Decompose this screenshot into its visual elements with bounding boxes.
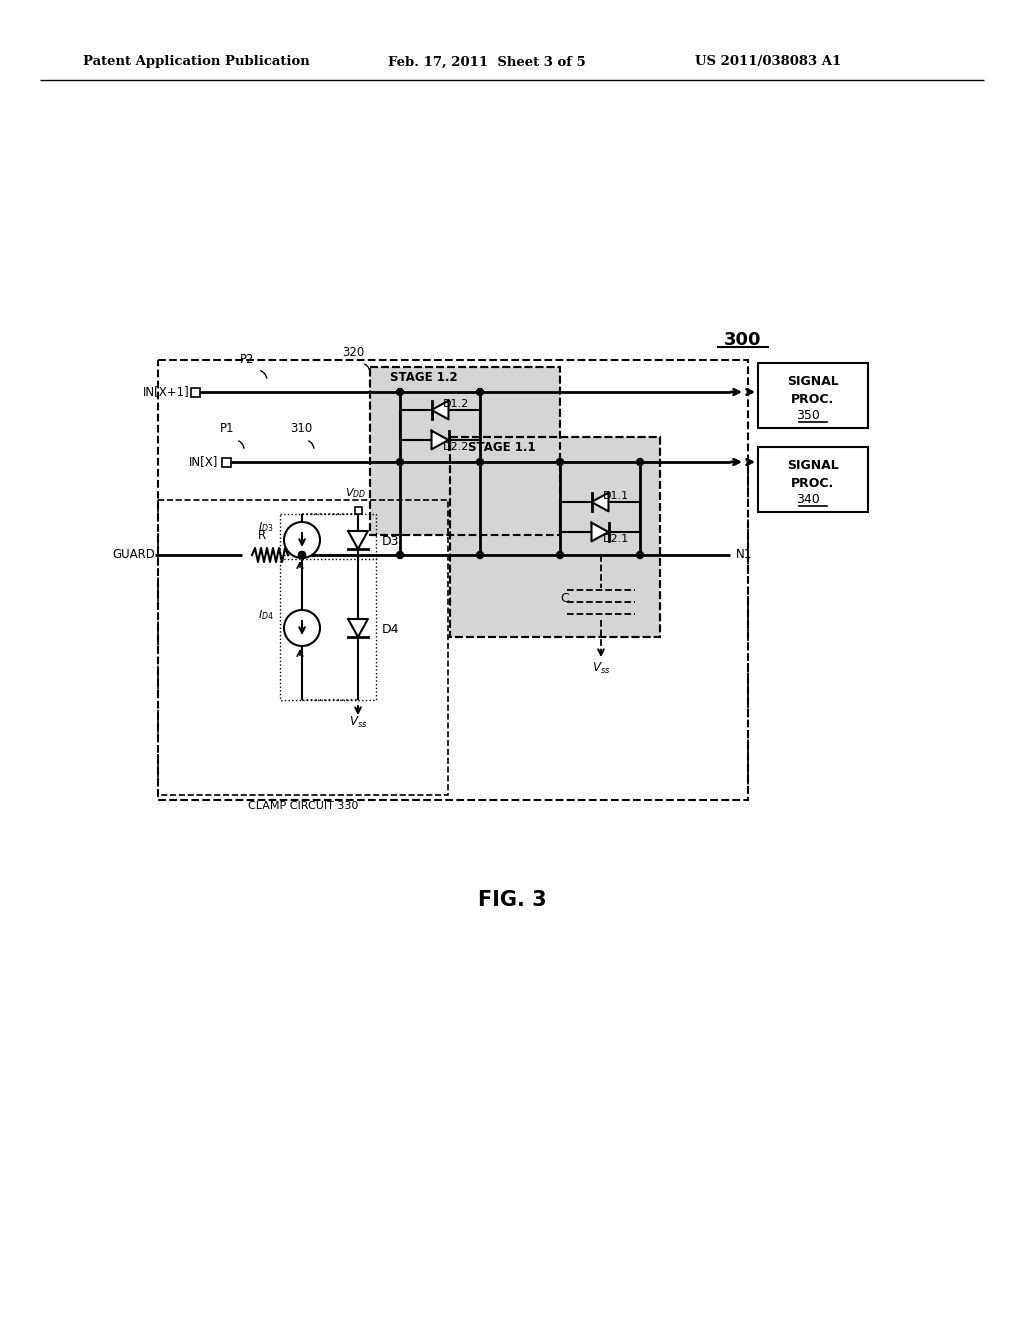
Polygon shape: [431, 430, 449, 449]
Text: 340: 340: [796, 492, 820, 506]
Bar: [280, 554, 376, 700]
Text: SIGNAL: SIGNAL: [787, 375, 839, 388]
Text: 320: 320: [342, 346, 365, 359]
Bar: [370, 367, 560, 535]
Circle shape: [284, 610, 319, 645]
Text: PROC.: PROC.: [792, 477, 835, 490]
Text: FIG. 3: FIG. 3: [477, 890, 547, 909]
Text: $V_{ss}$: $V_{ss}$: [592, 661, 610, 676]
Bar: [450, 437, 660, 638]
Text: $V_{DD}$: $V_{DD}$: [345, 486, 367, 500]
Polygon shape: [348, 531, 368, 549]
Text: P1: P1: [220, 422, 234, 436]
Text: STAGE 1.2: STAGE 1.2: [390, 371, 458, 384]
Text: N1: N1: [736, 549, 753, 561]
Text: IN[X]: IN[X]: [188, 455, 218, 469]
Polygon shape: [592, 492, 608, 511]
Text: PROC.: PROC.: [792, 393, 835, 407]
Text: GUARD: GUARD: [112, 549, 155, 561]
Polygon shape: [348, 619, 368, 638]
Text: D1.1: D1.1: [603, 491, 629, 502]
Bar: [190, 388, 200, 396]
Text: D2.1: D2.1: [603, 535, 630, 544]
Circle shape: [396, 552, 403, 558]
Text: D1.2: D1.2: [443, 399, 469, 409]
Bar: [758, 447, 868, 512]
Bar: [158, 500, 449, 795]
Bar: [221, 458, 230, 466]
Bar: [370, 367, 560, 535]
Text: CLAMP CIRCUIT 330: CLAMP CIRCUIT 330: [248, 801, 358, 810]
Circle shape: [556, 458, 563, 466]
Text: 310: 310: [290, 422, 312, 436]
Text: US 2011/038083 A1: US 2011/038083 A1: [695, 55, 842, 69]
Circle shape: [476, 552, 483, 558]
Circle shape: [284, 521, 319, 558]
Polygon shape: [431, 401, 449, 420]
Polygon shape: [592, 523, 608, 541]
Circle shape: [476, 458, 483, 466]
Circle shape: [396, 458, 403, 466]
Circle shape: [299, 552, 305, 558]
Bar: [280, 513, 376, 558]
Circle shape: [556, 552, 563, 558]
Text: R: R: [258, 529, 266, 543]
Circle shape: [476, 388, 483, 396]
Text: $I_{D4}$: $I_{D4}$: [258, 609, 274, 622]
Text: STAGE 1.1: STAGE 1.1: [468, 441, 536, 454]
Circle shape: [637, 552, 643, 558]
Text: $I_{D3}$: $I_{D3}$: [258, 520, 274, 533]
Text: D3: D3: [382, 535, 399, 548]
Text: D4: D4: [382, 623, 399, 636]
Text: 300: 300: [724, 331, 762, 348]
Text: Feb. 17, 2011  Sheet 3 of 5: Feb. 17, 2011 Sheet 3 of 5: [388, 55, 586, 69]
Circle shape: [299, 552, 305, 558]
Bar: [758, 363, 868, 428]
Text: D2.2: D2.2: [443, 442, 469, 451]
Text: P2: P2: [240, 352, 255, 366]
Text: SIGNAL: SIGNAL: [787, 459, 839, 473]
Bar: [158, 360, 748, 800]
Text: $V_{ss}$: $V_{ss}$: [349, 715, 368, 730]
Circle shape: [637, 458, 643, 466]
Text: C: C: [560, 591, 568, 605]
Text: 350: 350: [796, 409, 820, 422]
Circle shape: [396, 388, 403, 396]
Bar: [354, 507, 361, 513]
Bar: [450, 437, 660, 638]
Text: Patent Application Publication: Patent Application Publication: [83, 55, 309, 69]
Text: IN[X+1]: IN[X+1]: [143, 385, 190, 399]
